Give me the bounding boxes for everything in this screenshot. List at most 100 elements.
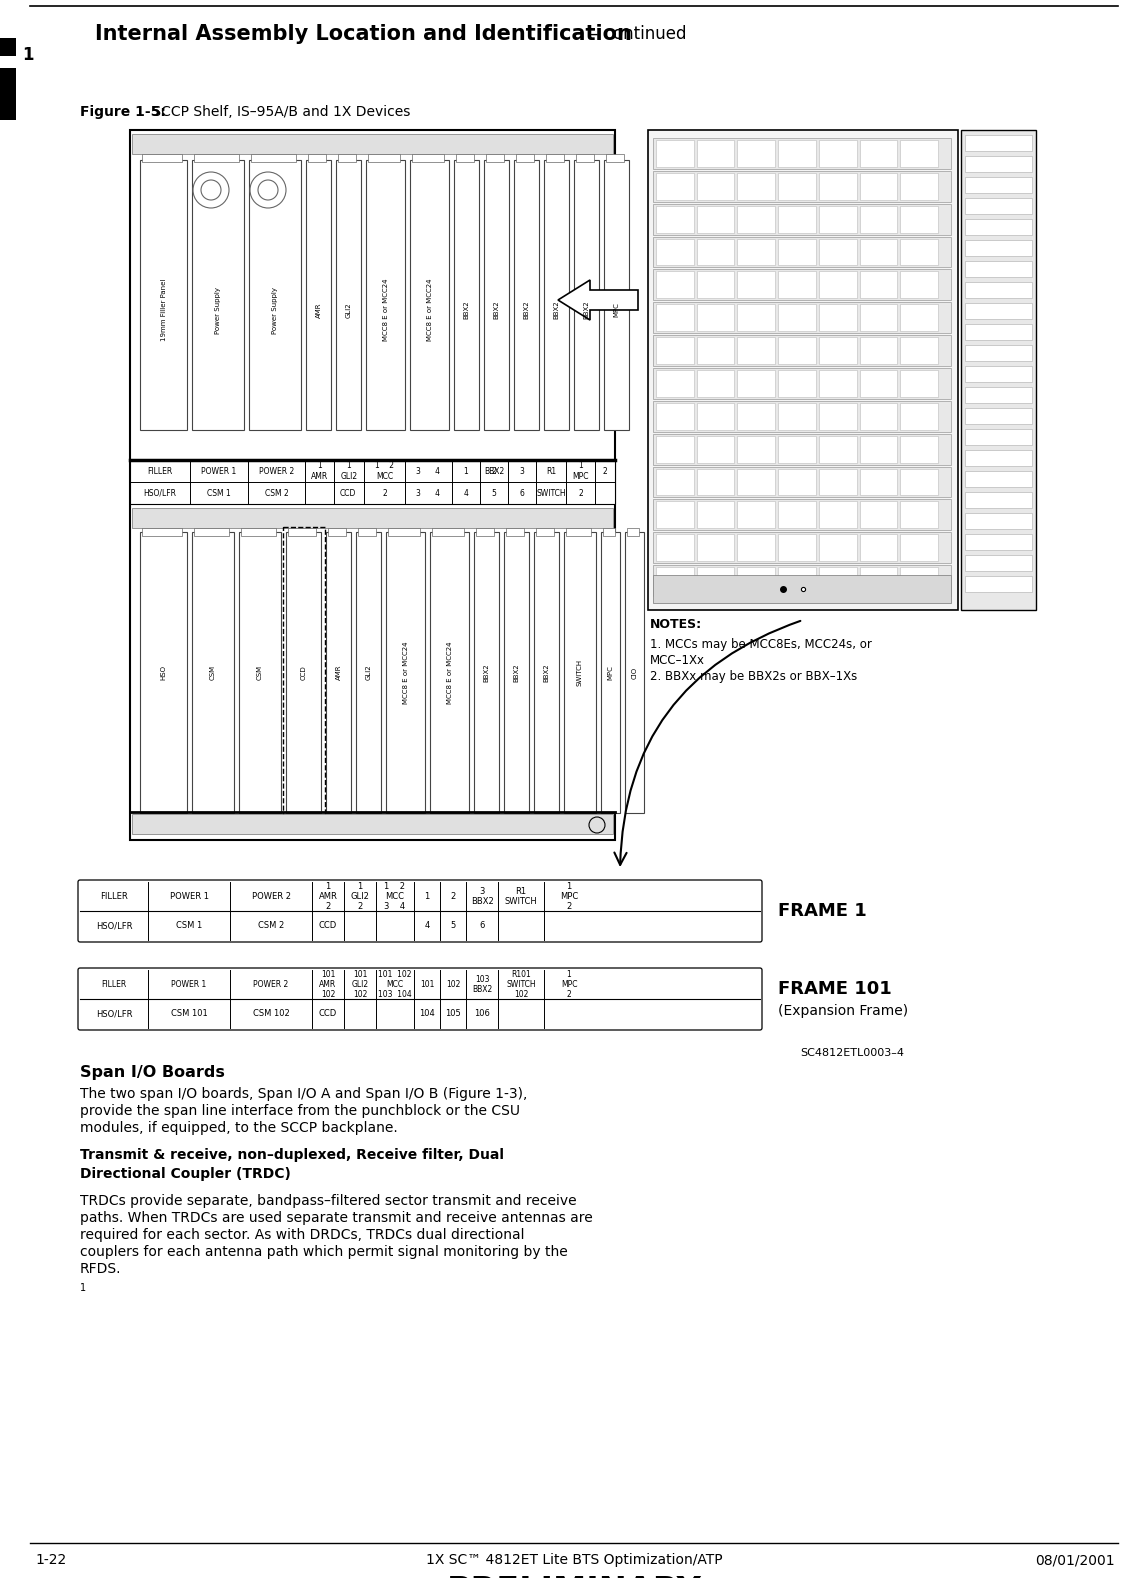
Text: 101
AMR
102: 101 AMR 102 [319,969,336,999]
Bar [860,205,898,232]
Text: 2. BBXx may be BBX2s or BBX–1Xs: 2. BBXx may be BBX2s or BBX–1Xs [650,671,858,683]
Bar [900,535,938,562]
Bar [900,140,938,167]
Bar [737,174,775,200]
Bar [653,434,951,464]
Text: 3: 3 [520,467,525,475]
Text: FILLER: FILLER [101,980,126,989]
Bar [860,402,898,429]
Text: 1
MPC
2: 1 MPC 2 [560,969,577,999]
Bar [653,532,951,563]
Bar [965,366,1032,382]
Bar [484,159,509,429]
Bar [474,532,499,813]
Bar [307,159,331,429]
Bar [737,140,775,167]
Text: 1: 1 [22,46,33,65]
Bar [860,140,898,167]
Bar [192,532,234,813]
Bar [860,174,898,200]
Bar [239,532,281,813]
Bar [697,271,735,298]
Text: CCD: CCD [340,489,356,497]
Bar [132,508,613,529]
Text: Transmit & receive, non–duplexed, Receive filter, Dual: Transmit & receive, non–duplexed, Receiv… [80,1149,504,1161]
Bar [965,219,1032,235]
Bar [737,369,775,396]
Bar [900,271,938,298]
Bar [284,527,325,817]
Text: paths. When TRDCs are used separate transmit and receive antennas are: paths. When TRDCs are used separate tran… [80,1210,592,1225]
Bar [819,238,856,265]
Bar [453,159,479,429]
Text: 6: 6 [480,922,484,929]
Bar [286,532,321,813]
Bar [819,402,856,429]
Text: CSM 1: CSM 1 [176,922,202,929]
Text: Internal Assembly Location and Identification: Internal Assembly Location and Identific… [95,24,631,44]
Bar [778,305,816,331]
Text: 2: 2 [579,489,583,497]
Bar [965,555,1032,571]
Text: 103
BBX2: 103 BBX2 [472,975,492,994]
Bar [778,238,816,265]
Text: 1
GLI2
2: 1 GLI2 2 [350,882,370,912]
Text: GLI2: GLI2 [365,664,372,680]
Bar [656,567,693,593]
Bar [130,129,615,839]
Bar [653,368,951,399]
Bar [819,535,856,562]
Text: CSM 1: CSM 1 [207,489,231,497]
Text: NOTES:: NOTES: [650,619,703,631]
Text: 2: 2 [491,467,496,475]
Bar [900,469,938,495]
Bar [778,369,816,396]
Bar [142,155,183,163]
Bar [194,529,228,537]
Bar [0,38,16,55]
Bar [900,369,938,396]
Bar [819,369,856,396]
Bar [778,567,816,593]
Text: PRELIMINARY: PRELIMINARY [447,1575,701,1578]
Bar [965,533,1032,551]
Bar [697,205,735,232]
Bar [737,338,775,365]
Bar [308,155,326,163]
Bar [140,532,187,813]
Bar [366,159,405,429]
Bar [656,402,693,429]
Text: CCD: CCD [319,922,338,929]
Bar [819,140,856,167]
Bar [515,155,534,163]
Bar [412,155,444,163]
Text: SWITCH: SWITCH [577,660,583,686]
Bar [900,205,938,232]
Bar [778,174,816,200]
Bar [819,205,856,232]
Text: 08/01/2001: 08/01/2001 [1035,1553,1115,1567]
Bar [819,436,856,462]
Text: BBX2: BBX2 [494,301,499,319]
Bar [697,567,735,593]
Bar [697,402,735,429]
Bar [860,535,898,562]
Text: BBX2: BBX2 [523,301,529,319]
Bar [965,409,1032,424]
Text: R101
SWITCH
102: R101 SWITCH 102 [506,969,536,999]
Bar [653,467,951,497]
Bar [656,502,693,529]
Bar [647,129,957,611]
Text: CSM: CSM [210,664,216,680]
Bar [194,155,239,163]
Text: required for each sector. As with DRDCs, TRDCs dual directional: required for each sector. As with DRDCs,… [80,1228,525,1242]
Bar [336,159,360,429]
Text: 105: 105 [445,1008,460,1018]
Text: SWITCH: SWITCH [536,489,566,497]
Bar [356,532,381,813]
Bar [653,237,951,267]
Bar [778,469,816,495]
Bar [697,436,735,462]
Text: 5: 5 [450,922,456,929]
Bar [819,338,856,365]
